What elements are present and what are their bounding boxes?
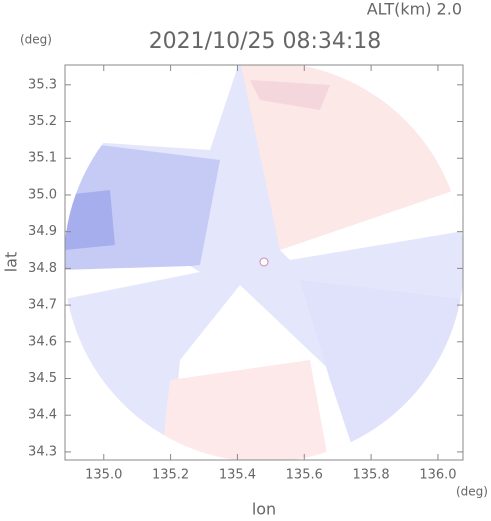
x-tick-label: 135.8 (352, 468, 389, 483)
x-tick-label: 136.0 (419, 468, 456, 483)
y-unit: (deg) (20, 33, 52, 47)
x-axis-label: lon (252, 500, 276, 519)
y-tick-label: 34.5 (28, 371, 57, 386)
x-tick-label: 135.4 (219, 468, 256, 483)
y-tick-label: 35.0 (28, 187, 57, 202)
y-tick-label: 34.9 (28, 224, 57, 239)
y-tick-label: 34.3 (28, 444, 57, 459)
plot-frame (64, 64, 464, 461)
y-tick-label: 35.2 (28, 114, 57, 129)
x-tick-label: 135.6 (286, 468, 323, 483)
x-tick-label: 135.2 (152, 468, 189, 483)
x-tick-label: 135.0 (85, 468, 122, 483)
y-tick-label: 34.4 (28, 408, 57, 423)
y-tick-label: 34.8 (28, 261, 57, 276)
altitude-label: ALT(km) 2.0 (367, 0, 462, 19)
y-tick-label: 34.6 (28, 334, 57, 349)
y-tick-label: 35.3 (28, 77, 57, 92)
x-unit: (deg) (456, 485, 488, 499)
y-tick-label: 34.7 (28, 298, 57, 313)
chart-title: 2021/10/25 08:34:18 (149, 29, 382, 54)
radar-field (65, 65, 463, 460)
y-axis-label: lat (2, 252, 21, 273)
y-tick-label: 35.1 (28, 151, 57, 166)
